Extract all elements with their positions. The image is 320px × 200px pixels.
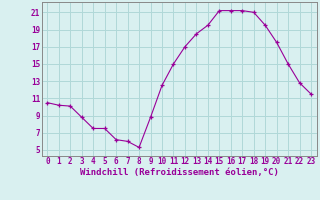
X-axis label: Windchill (Refroidissement éolien,°C): Windchill (Refroidissement éolien,°C)	[80, 168, 279, 177]
